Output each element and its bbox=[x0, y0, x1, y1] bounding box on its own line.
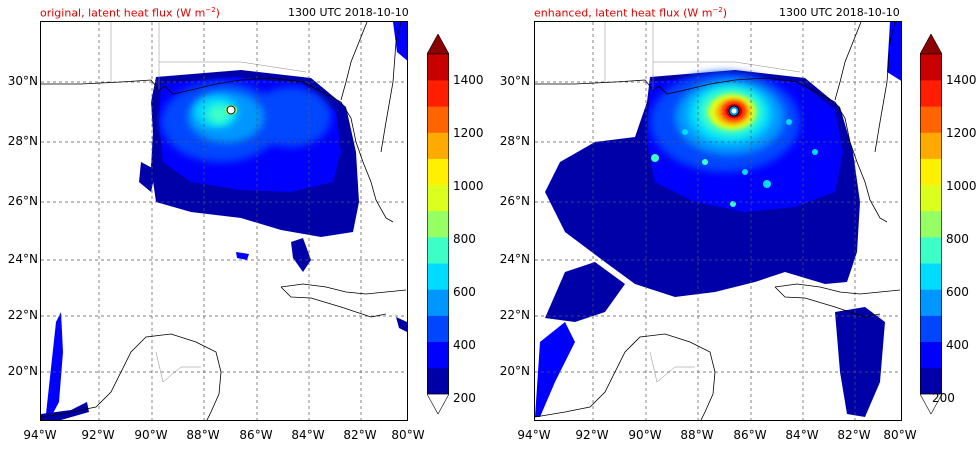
lat-label: 26°N bbox=[499, 194, 530, 208]
lat-lon-grid bbox=[41, 22, 407, 420]
panel-original: original, latent heat flux (W m−2) 1300 … bbox=[7, 6, 484, 442]
panel-title: original, latent heat flux (W m−2) bbox=[40, 6, 220, 20]
colorbar-segment bbox=[427, 315, 449, 342]
colorbar-segment bbox=[427, 237, 449, 264]
colorbar-segment bbox=[920, 289, 942, 316]
colorbar-segment bbox=[920, 80, 942, 107]
colorbar-segment bbox=[427, 289, 449, 316]
colorbar-extend-max bbox=[920, 34, 942, 55]
colorbar-tick-label: 1000 bbox=[453, 179, 484, 193]
lat-label: 30°N bbox=[499, 74, 530, 88]
colorbar-tick-label: 400 bbox=[946, 338, 969, 352]
lon-label: 92°W bbox=[575, 428, 609, 442]
colorbar-segment bbox=[427, 367, 449, 395]
map-enhanced bbox=[534, 21, 902, 421]
colorbar-segment bbox=[920, 237, 942, 264]
lon-label: 82°W bbox=[343, 428, 377, 442]
colorbar-segment bbox=[427, 210, 449, 238]
lon-label: 84°W bbox=[785, 428, 819, 442]
colorbar-tick-label: 1400 bbox=[453, 73, 484, 87]
lon-label: 88°W bbox=[186, 428, 220, 442]
lat-label: 28°N bbox=[7, 134, 38, 148]
lat-label: 24°N bbox=[7, 252, 38, 266]
map-original bbox=[40, 21, 408, 421]
lat-label: 22°N bbox=[7, 308, 38, 322]
colorbar-segment bbox=[427, 54, 449, 81]
colorbar-tick-label: 1200 bbox=[946, 126, 977, 140]
colorbar-segment bbox=[920, 315, 942, 342]
lat-label: 20°N bbox=[7, 364, 38, 378]
colorbar-frame bbox=[920, 53, 942, 395]
colorbar-segment bbox=[427, 184, 449, 212]
coastlines bbox=[41, 22, 407, 420]
colorbar-segment bbox=[427, 341, 449, 369]
lon-label: 92°W bbox=[81, 428, 115, 442]
lon-label: 82°W bbox=[837, 428, 871, 442]
colorbar-segment bbox=[427, 158, 449, 186]
colorbar bbox=[427, 34, 449, 414]
panel-timestamp: 1300 UTC 2018-10-10 bbox=[779, 6, 900, 19]
colorbar-extend-min bbox=[427, 393, 449, 414]
colorbar-segment bbox=[920, 184, 942, 212]
colorbar-segment bbox=[427, 80, 449, 107]
lat-label: 30°N bbox=[7, 74, 38, 88]
panel-timestamp: 1300 UTC 2018-10-10 bbox=[288, 6, 409, 19]
colorbar-segment bbox=[920, 210, 942, 238]
panel-enhanced: enhanced, latent heat flux (W m−2) 1300 … bbox=[492, 0, 980, 451]
colorbar-tick-label: 1200 bbox=[453, 126, 484, 140]
colorbar-tick-label: 200 bbox=[453, 391, 476, 405]
lat-label: 20°N bbox=[499, 364, 530, 378]
colorbar-segment bbox=[920, 367, 942, 395]
lat-label: 24°N bbox=[499, 252, 530, 266]
lon-label: 94°W bbox=[517, 428, 551, 442]
lon-label: 88°W bbox=[680, 428, 714, 442]
colorbar-extend-max bbox=[427, 34, 449, 55]
colorbar-frame bbox=[427, 53, 449, 395]
colorbar-segment bbox=[920, 263, 942, 290]
colorbar-segment bbox=[920, 341, 942, 369]
state-borders bbox=[110, 22, 307, 383]
colorbar-tick-label: 600 bbox=[946, 285, 969, 299]
colorbar-tick-label: 800 bbox=[453, 232, 476, 246]
state-borders bbox=[604, 22, 801, 383]
colorbar-tick-label: 1400 bbox=[946, 73, 977, 87]
lon-label: 86°W bbox=[239, 428, 273, 442]
colorbar-tick-label: 600 bbox=[453, 285, 476, 299]
colorbar-segment bbox=[427, 263, 449, 290]
lat-label: 26°N bbox=[7, 194, 38, 208]
colorbar-segment bbox=[920, 132, 942, 159]
colorbar-segment bbox=[920, 106, 942, 133]
lon-label: 86°W bbox=[733, 428, 767, 442]
lon-label: 90°W bbox=[134, 428, 168, 442]
colorbar-segment bbox=[920, 158, 942, 186]
lon-label: 90°W bbox=[628, 428, 662, 442]
lat-label: 28°N bbox=[499, 134, 530, 148]
colorbar-tick-label: 200 bbox=[932, 391, 955, 405]
colorbar-tick-label: 1000 bbox=[946, 179, 977, 193]
colorbar-segment bbox=[427, 132, 449, 159]
lon-label: 80°W bbox=[391, 428, 425, 442]
colorbar-segment bbox=[920, 54, 942, 81]
lon-label: 94°W bbox=[23, 428, 57, 442]
flux-field bbox=[535, 22, 901, 417]
colorbar bbox=[920, 34, 942, 414]
lon-label: 84°W bbox=[291, 428, 325, 442]
coastlines bbox=[535, 22, 901, 420]
colorbar-tick-label: 400 bbox=[453, 338, 476, 352]
colorbar-tick-label: 800 bbox=[946, 232, 969, 246]
lat-label: 22°N bbox=[499, 308, 530, 322]
panel-title: enhanced, latent heat flux (W m−2) bbox=[534, 6, 728, 20]
colorbar-segment bbox=[427, 106, 449, 133]
lat-lon-grid bbox=[535, 22, 901, 420]
lon-label: 80°W bbox=[883, 428, 917, 442]
